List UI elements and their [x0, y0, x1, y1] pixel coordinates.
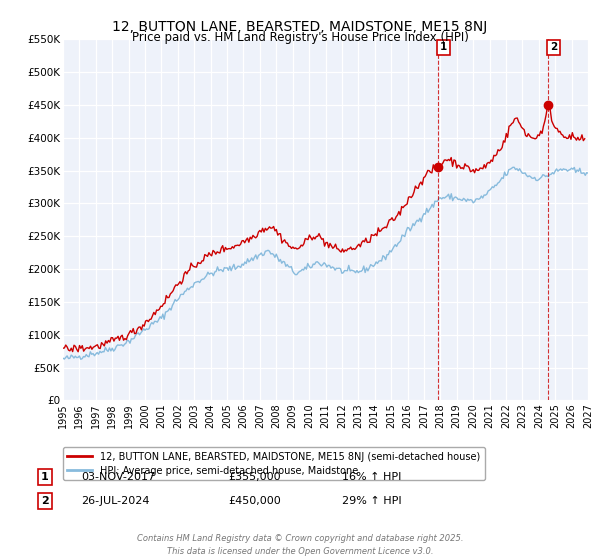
- Text: 2: 2: [550, 43, 557, 53]
- Text: 1: 1: [41, 472, 49, 482]
- Text: Contains HM Land Registry data © Crown copyright and database right 2025.
This d: Contains HM Land Registry data © Crown c…: [137, 534, 463, 556]
- Text: 26-JUL-2024: 26-JUL-2024: [81, 496, 149, 506]
- Text: 12, BUTTON LANE, BEARSTED, MAIDSTONE, ME15 8NJ: 12, BUTTON LANE, BEARSTED, MAIDSTONE, ME…: [112, 20, 488, 34]
- Legend: 12, BUTTON LANE, BEARSTED, MAIDSTONE, ME15 8NJ (semi-detached house), HPI: Avera: 12, BUTTON LANE, BEARSTED, MAIDSTONE, ME…: [62, 447, 485, 480]
- Text: 2: 2: [41, 496, 49, 506]
- Text: 29% ↑ HPI: 29% ↑ HPI: [342, 496, 401, 506]
- Text: 16% ↑ HPI: 16% ↑ HPI: [342, 472, 401, 482]
- Text: £355,000: £355,000: [228, 472, 281, 482]
- Text: £450,000: £450,000: [228, 496, 281, 506]
- Text: 1: 1: [440, 43, 447, 53]
- Text: Price paid vs. HM Land Registry's House Price Index (HPI): Price paid vs. HM Land Registry's House …: [131, 31, 469, 44]
- Text: 03-NOV-2017: 03-NOV-2017: [81, 472, 155, 482]
